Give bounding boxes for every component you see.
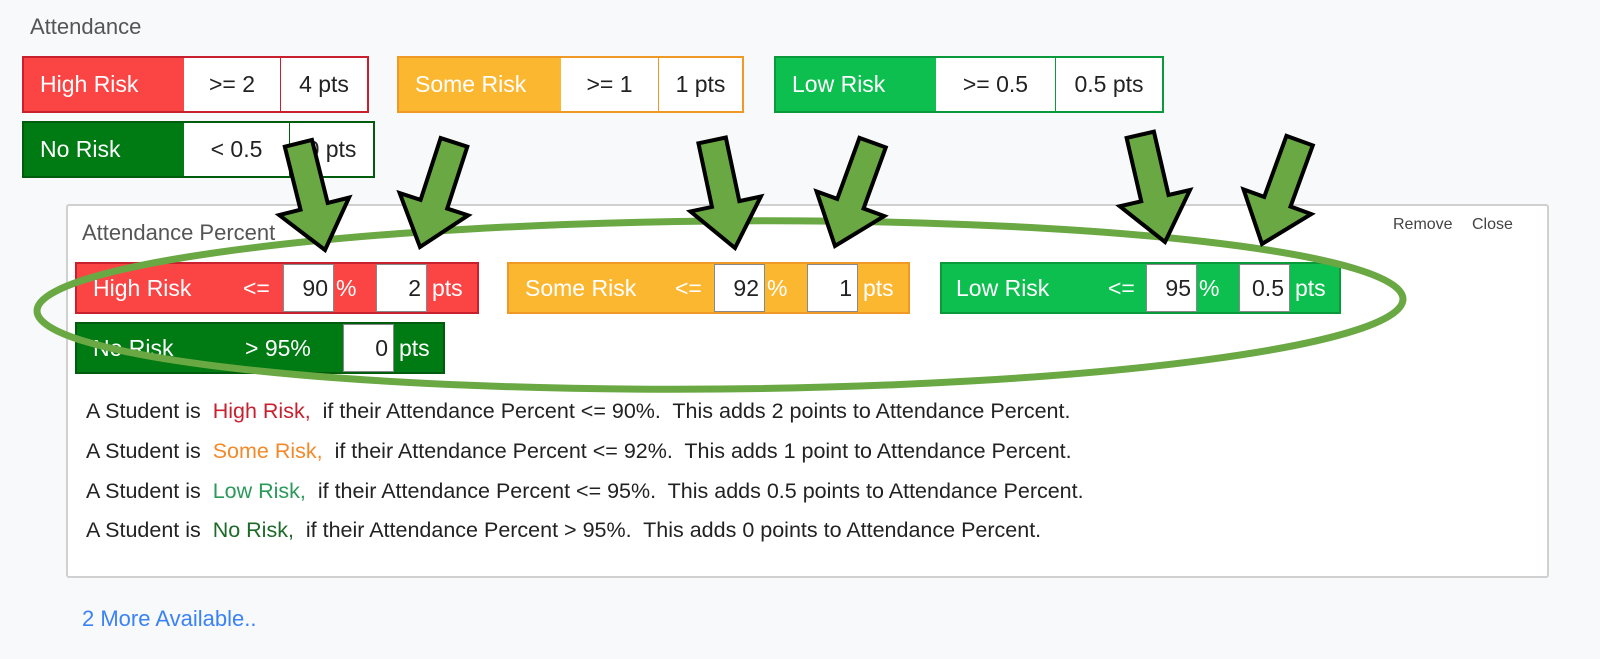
percent-input[interactable]: 90 xyxy=(283,264,334,312)
threshold-low-risk[interactable]: Low Risk >= 0.5 0.5 pts xyxy=(774,56,1164,113)
sentence-prefix: A Student is xyxy=(86,479,213,503)
threshold-value: < 0.5 xyxy=(184,123,290,176)
percent-sign: % xyxy=(1199,274,1220,301)
threshold-points: 0.5 pts xyxy=(1056,58,1162,111)
threshold-label: Some Risk xyxy=(415,71,527,97)
sentence-prefix: A Student is xyxy=(86,399,213,423)
sentence-rest: if their Attendance Percent <= 92%. This… xyxy=(322,439,1072,463)
rule-low-risk: Low Risk <= 95 % 0.5 pts xyxy=(940,262,1341,314)
sentence-risk: Some Risk, xyxy=(212,439,323,463)
threshold-value: >= 1 xyxy=(561,58,659,111)
rule-operator: <= xyxy=(243,274,270,301)
more-available-link[interactable]: 2 More Available.. xyxy=(82,606,257,631)
pts-label: pts xyxy=(863,274,894,301)
rule-some-risk: Some Risk <= 92 % 1 pts xyxy=(507,262,910,314)
panel-title: Attendance Percent xyxy=(82,220,276,245)
threshold-no-risk[interactable]: No Risk < 0.5 0 pts xyxy=(22,121,375,178)
points-input[interactable]: 1 xyxy=(807,264,858,312)
rule-sentence: A Student is Some Risk, if their Attenda… xyxy=(86,439,1072,464)
rule-sentence: A Student is Low Risk, if their Attendan… xyxy=(86,479,1084,504)
rule-sentence: A Student is No Risk, if their Attendanc… xyxy=(86,518,1041,543)
pts-label: pts xyxy=(399,334,430,361)
threshold-label: High Risk xyxy=(40,71,139,97)
points-input[interactable]: 0 xyxy=(343,324,394,372)
pts-label: pts xyxy=(1295,274,1326,301)
rule-no-risk: No Risk > 95% 0 pts xyxy=(75,322,445,374)
sentence-rest: if their Attendance Percent <= 95%. This… xyxy=(305,479,1084,503)
rule-operator: <= xyxy=(1108,274,1135,301)
points-input[interactable]: 0.5 xyxy=(1239,264,1290,312)
sentence-prefix: A Student is xyxy=(86,518,213,542)
threshold-points: 1 pts xyxy=(659,58,742,111)
sentence-risk: High Risk, xyxy=(212,399,311,423)
percent-input[interactable]: 95 xyxy=(1146,264,1197,312)
pts-label: pts xyxy=(432,274,463,301)
sentence-rest: if their Attendance Percent <= 90%. This… xyxy=(310,399,1071,423)
threshold-some-risk[interactable]: Some Risk >= 1 1 pts xyxy=(397,56,744,113)
threshold-label: Low Risk xyxy=(792,71,886,97)
close-link[interactable]: Close xyxy=(1472,216,1513,233)
rule-label: Some Risk xyxy=(525,274,637,301)
rule-operator: > 95% xyxy=(245,334,311,361)
threshold-points: 4 pts xyxy=(281,58,367,111)
rule-label: Low Risk xyxy=(956,274,1050,301)
threshold-value: >= 0.5 xyxy=(936,58,1056,111)
percent-sign: % xyxy=(767,274,788,301)
section-title: Attendance xyxy=(30,14,142,39)
rule-label: High Risk xyxy=(93,274,192,301)
sentence-risk: Low Risk, xyxy=(212,479,306,503)
threshold-value: >= 2 xyxy=(184,58,281,111)
sentence-risk: No Risk, xyxy=(212,518,294,542)
rule-label: No Risk xyxy=(93,334,174,361)
sentence-prefix: A Student is xyxy=(86,439,213,463)
rule-high-risk: High Risk <= 90 % 2 pts xyxy=(75,262,479,314)
threshold-label: No Risk xyxy=(40,136,121,162)
remove-link[interactable]: Remove xyxy=(1393,216,1453,233)
threshold-high-risk[interactable]: High Risk >= 2 4 pts xyxy=(22,56,369,113)
threshold-points: 0 pts xyxy=(290,123,373,176)
percent-input[interactable]: 92 xyxy=(714,264,765,312)
sentence-rest: if their Attendance Percent > 95%. This … xyxy=(293,518,1042,542)
points-input[interactable]: 2 xyxy=(376,264,427,312)
percent-sign: % xyxy=(336,274,357,301)
rule-sentence: A Student is High Risk, if their Attenda… xyxy=(86,399,1070,424)
rule-operator: <= xyxy=(675,274,702,301)
